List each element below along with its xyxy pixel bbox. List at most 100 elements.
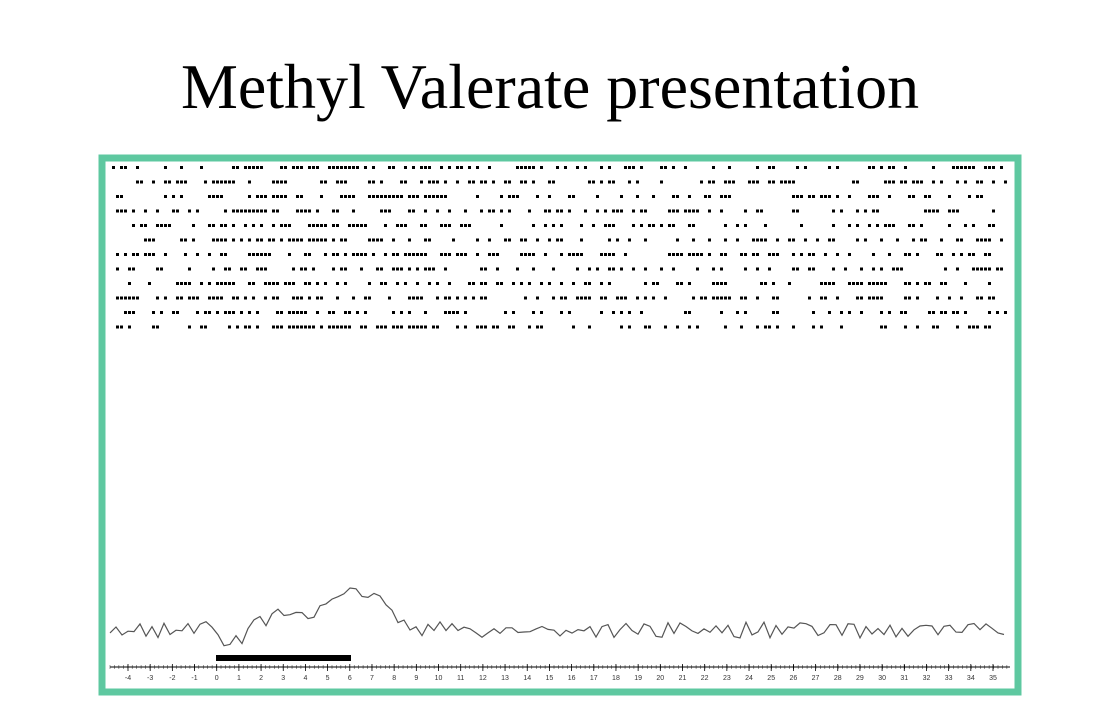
spike — [340, 180, 343, 184]
tick-label: 17 — [590, 675, 598, 682]
spike — [136, 296, 139, 300]
spike — [800, 195, 803, 198]
spike — [452, 311, 455, 314]
tick-label: 6 — [348, 675, 352, 682]
spike — [712, 282, 715, 285]
spike — [456, 180, 459, 184]
spike — [688, 195, 691, 198]
spike — [996, 311, 999, 314]
spike — [276, 282, 279, 285]
spike — [276, 325, 279, 329]
spike — [264, 282, 267, 285]
spike — [576, 267, 579, 271]
spike — [464, 209, 467, 213]
spike — [208, 195, 211, 198]
spike — [372, 195, 375, 198]
spike — [588, 325, 591, 329]
spike — [376, 267, 379, 271]
spike — [776, 253, 779, 256]
spike — [604, 253, 607, 256]
spike — [724, 195, 727, 198]
tick-label: 15 — [546, 675, 554, 682]
spike — [140, 224, 143, 227]
spike — [652, 296, 655, 300]
spike — [688, 224, 691, 227]
spike — [308, 238, 311, 242]
spike — [712, 180, 715, 184]
spike — [392, 195, 395, 198]
spike — [940, 238, 943, 242]
spike — [564, 166, 567, 169]
spike — [488, 166, 491, 169]
spike — [716, 296, 719, 300]
spike — [228, 325, 231, 329]
spike — [440, 224, 443, 227]
spike — [772, 296, 775, 300]
spike — [748, 180, 751, 184]
spike — [300, 238, 303, 242]
spike — [932, 311, 935, 314]
tick-label: 1 — [237, 675, 241, 682]
spike — [488, 209, 491, 213]
spike — [944, 282, 947, 285]
spike — [464, 296, 467, 300]
spike — [412, 253, 415, 256]
spike — [420, 325, 423, 329]
spike — [928, 209, 931, 213]
spike — [740, 325, 743, 329]
spike — [984, 166, 987, 169]
spike — [984, 238, 987, 242]
spike — [700, 253, 703, 256]
spike — [644, 238, 647, 242]
spike — [560, 224, 563, 227]
spike — [892, 224, 895, 227]
spike — [936, 296, 939, 300]
spike — [500, 209, 503, 213]
spike — [508, 238, 511, 242]
spike — [224, 267, 227, 271]
spike — [612, 311, 615, 314]
spike — [712, 267, 715, 271]
spike — [204, 311, 207, 314]
spike — [596, 267, 599, 271]
spike — [304, 267, 307, 271]
spike — [408, 267, 411, 271]
spike — [136, 180, 139, 184]
spike — [216, 311, 219, 314]
spike — [912, 195, 915, 198]
spike — [408, 238, 411, 242]
spike — [268, 282, 271, 285]
spike — [920, 224, 923, 227]
spike — [116, 195, 119, 198]
spike — [264, 209, 267, 213]
spike — [340, 238, 343, 242]
spike — [528, 253, 531, 256]
spike — [848, 253, 851, 256]
spike — [404, 253, 407, 256]
spike — [168, 180, 171, 184]
spike — [808, 253, 811, 256]
spike — [552, 267, 555, 271]
spike — [976, 296, 979, 300]
spike — [356, 311, 359, 314]
spike — [436, 195, 439, 198]
spike — [800, 253, 803, 256]
spike — [588, 282, 591, 285]
spike — [336, 209, 339, 213]
spike — [520, 166, 523, 169]
spike — [872, 296, 875, 300]
spike — [768, 253, 771, 256]
spike — [256, 209, 259, 213]
spike — [560, 311, 563, 314]
spike — [340, 166, 343, 169]
spike — [456, 325, 459, 329]
spike — [968, 253, 971, 256]
spike — [396, 325, 399, 329]
spike — [708, 253, 711, 256]
spike — [260, 166, 263, 169]
spike — [888, 311, 891, 314]
spike — [924, 282, 927, 285]
spike — [168, 224, 171, 227]
spike — [408, 325, 411, 329]
spike — [236, 209, 239, 213]
